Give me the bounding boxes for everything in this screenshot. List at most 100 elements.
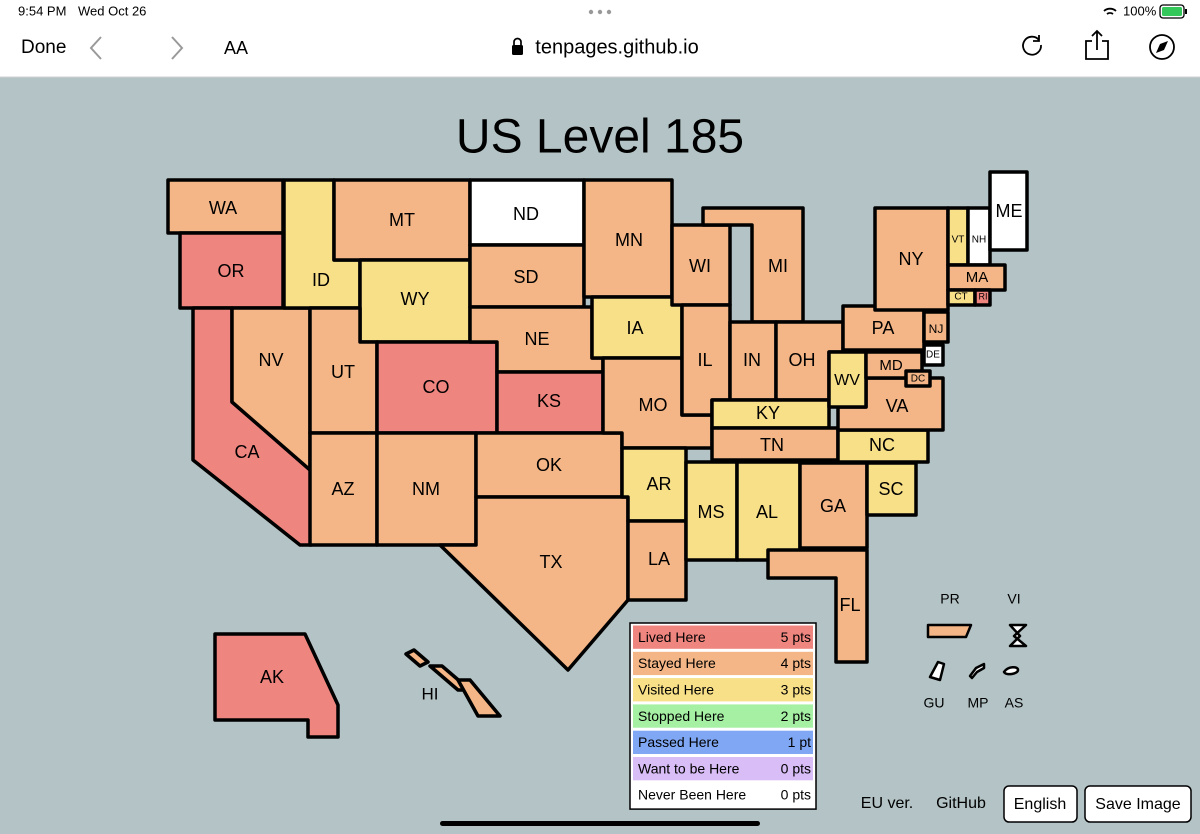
state-label: NE <box>524 329 549 349</box>
legend-label: Passed Here <box>638 734 719 750</box>
state-label: CT <box>954 292 967 303</box>
state-label: FL <box>839 595 860 615</box>
url[interactable]: tenpages.github.io <box>535 36 698 58</box>
text-size-button[interactable]: AA <box>224 38 248 58</box>
wifi-icon <box>1103 7 1117 15</box>
save-image-button-label[interactable]: Save Image <box>1095 796 1180 813</box>
legend-points: 5 pts <box>781 629 811 645</box>
state-label: CO <box>423 377 450 397</box>
share-button[interactable] <box>1085 29 1109 60</box>
territories: PR VI GU MP AS <box>924 591 1028 711</box>
state-label: CA <box>234 442 259 462</box>
map-title: US Level 185 <box>456 111 744 164</box>
state-shape <box>973 288 992 307</box>
legend-points: 2 pts <box>781 708 811 724</box>
legend-label: Want to be Here <box>638 760 740 776</box>
state-label: NH <box>972 235 986 246</box>
state-label: TX <box>539 552 562 572</box>
legend-points: 0 pts <box>781 760 811 776</box>
state-label: AR <box>646 474 671 494</box>
state-label: SC <box>878 479 903 499</box>
english-button[interactable] <box>1003 785 1078 823</box>
status-time: 9:54 PM <box>18 3 66 18</box>
legend-row <box>633 625 813 649</box>
eu-link[interactable]: EU ver. <box>861 795 913 812</box>
territory-label: PR <box>940 591 959 607</box>
state-label: LA <box>648 549 670 569</box>
territory-shape <box>968 662 986 680</box>
english-button-label[interactable]: English <box>1014 796 1066 813</box>
state-label: KS <box>537 391 561 411</box>
state-label: ME <box>996 201 1023 221</box>
state-shape <box>922 343 945 367</box>
battery-percent: 100% <box>1123 3 1157 18</box>
state-label: NV <box>258 350 283 370</box>
legend-row <box>633 783 813 807</box>
territory-shape <box>928 660 946 682</box>
state-label: IA <box>626 318 643 338</box>
lock-icon <box>512 37 523 55</box>
legend-label: Stopped Here <box>638 708 725 724</box>
territory-label: MP <box>968 695 989 711</box>
home-indicator <box>440 821 760 826</box>
state-label: NM <box>412 479 440 499</box>
legend-label: Never Been Here <box>638 787 746 803</box>
state-label: WI <box>689 256 711 276</box>
state-label: DE <box>926 350 940 361</box>
back-button[interactable] <box>89 36 102 60</box>
legend-points: 3 pts <box>781 681 811 697</box>
territory-label: GU <box>924 695 945 711</box>
state-label: MD <box>879 357 902 374</box>
state-label: NJ <box>929 322 944 336</box>
status-dots <box>588 9 612 15</box>
state-shape <box>766 548 869 664</box>
state-shape <box>988 170 1029 252</box>
state-label: ND <box>513 204 539 224</box>
legend-row <box>633 678 813 702</box>
state-label: IN <box>743 350 761 370</box>
github-link[interactable]: GitHub <box>936 795 986 812</box>
state-label: WY <box>401 289 430 309</box>
legend-row <box>633 730 813 754</box>
save-image-button[interactable] <box>1084 785 1192 823</box>
state-shape <box>873 206 950 312</box>
legend-points: 4 pts <box>781 655 811 671</box>
state-label: SD <box>513 267 538 287</box>
state-label: VT <box>952 235 965 246</box>
state-label: KY <box>756 403 780 423</box>
state-label: OR <box>218 261 245 281</box>
state-shape <box>404 648 430 668</box>
state-label: MT <box>389 210 415 230</box>
bookmarks-button[interactable] <box>1149 34 1175 60</box>
state-label: DC <box>911 374 925 385</box>
states: WA OR CA NV ID MT WY UT CO AZ NM ND SD NE KS OK TX MN IA MO… <box>166 170 1029 739</box>
state-label: NY <box>898 249 923 269</box>
legend-points: 0 pts <box>781 787 811 803</box>
state-label: MI <box>768 256 788 276</box>
state-label: OH <box>789 350 816 370</box>
state-label: IL <box>697 350 712 370</box>
state-shape <box>456 678 502 718</box>
state-shape <box>213 632 340 739</box>
legend-label: Stayed Here <box>638 655 716 671</box>
state-label: AZ <box>331 479 354 499</box>
state-shape <box>922 310 950 344</box>
legend-label: Lived Here <box>638 629 706 645</box>
state-label: MN <box>615 230 643 250</box>
legend-points: 1 pt <box>788 734 811 750</box>
state-label: HI <box>422 684 439 703</box>
state-shape <box>626 519 688 602</box>
battery-icon <box>1159 4 1187 19</box>
state-label: WV <box>834 372 860 389</box>
forward-button[interactable] <box>171 36 184 60</box>
territory-shape <box>1008 623 1028 648</box>
legend-row <box>633 757 813 781</box>
done-button[interactable]: Done <box>21 37 66 58</box>
reload-button[interactable] <box>1022 35 1042 56</box>
state-label: VA <box>886 396 909 416</box>
territory-shape <box>1002 666 1020 676</box>
state-label: UT <box>331 362 355 382</box>
territory-shape <box>926 623 973 639</box>
